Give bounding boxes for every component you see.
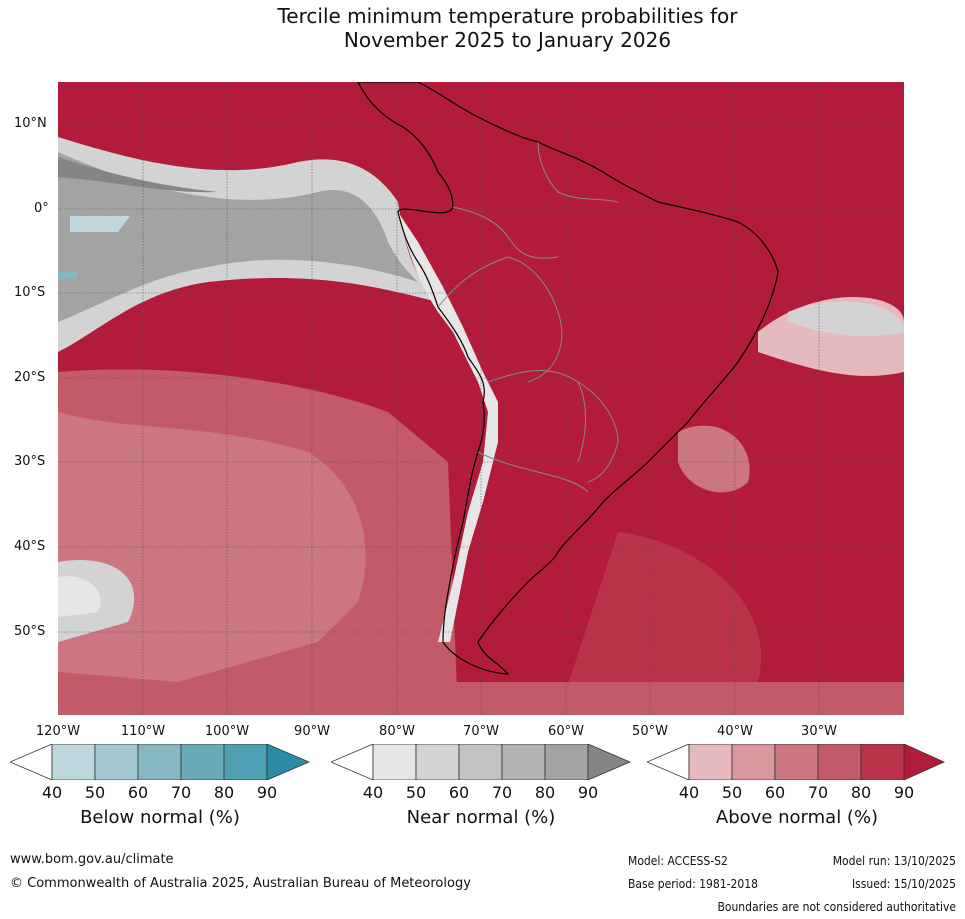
model-text: Model: ACCESS-S2 — [628, 854, 728, 868]
near-normal-pacific-dark — [58, 157, 218, 193]
lon-label-80w: 80°W — [379, 724, 415, 739]
near-tick-60: 60 — [448, 783, 470, 802]
below-normal-patch — [70, 216, 130, 232]
lon-label-110w: 110°W — [120, 724, 166, 739]
chart-title: Tercile minimum temperature probabilitie… — [0, 4, 965, 52]
below-swatch-2 — [94, 743, 139, 781]
lat-label-40s: 40°S — [14, 539, 46, 554]
issued-text: Issued: 15/10/2025 — [851, 877, 956, 891]
title-line-2: November 2025 to January 2026 — [343, 28, 672, 52]
near-normal-atlantic — [788, 301, 904, 337]
colorbar-below — [8, 743, 311, 784]
below-normal-title: Below normal (%) — [80, 807, 240, 828]
below-swatch-3 — [137, 743, 182, 781]
above-tick-40: 40 — [678, 783, 700, 802]
andes-near-normal — [398, 212, 498, 642]
lon-label-50w: 50°W — [632, 724, 668, 739]
above-swatch-4 — [817, 743, 862, 781]
copyright-text: © Commonwealth of Australia 2025, Austra… — [10, 876, 471, 891]
near-tick-80: 80 — [534, 783, 556, 802]
near-tick-40: 40 — [362, 783, 384, 802]
model-run-text: Model run: 13/10/2025 — [832, 854, 956, 868]
above-swatch-1 — [688, 743, 733, 781]
colorbar-above — [645, 743, 947, 784]
below-tick-70: 70 — [170, 783, 192, 802]
colorbar-near — [329, 743, 632, 784]
near-swatch-5 — [544, 743, 589, 781]
lon-label-40w: 40°W — [717, 724, 753, 739]
below-tick-90: 90 — [256, 783, 278, 802]
lat-label-10s: 10°S — [14, 285, 46, 300]
colorbar-above-svg — [645, 743, 945, 781]
lat-label-10n: 10°N — [14, 116, 47, 131]
below-swatch-0 — [8, 743, 53, 781]
lon-label-120w: 120°W — [35, 724, 81, 739]
below-tick-60: 60 — [127, 783, 149, 802]
below-tick-50: 50 — [84, 783, 106, 802]
above-normal-atlantic-south — [558, 532, 762, 715]
near-tick-70: 70 — [491, 783, 513, 802]
near-swatch-4 — [501, 743, 546, 781]
south-america-coastline — [357, 81, 779, 675]
below-tick-80: 80 — [213, 783, 235, 802]
near-normal-sw-light — [58, 576, 101, 617]
near-normal-title: Near normal (%) — [406, 807, 556, 828]
map-svg — [58, 81, 904, 715]
near-swatch-0 — [329, 743, 374, 781]
colorbar-below-svg — [8, 743, 311, 781]
near-tick-50: 50 — [405, 783, 427, 802]
colorbar-near-svg — [329, 743, 632, 781]
above-swatch-3 — [774, 743, 819, 781]
near-swatch-2 — [415, 743, 460, 781]
graticule — [58, 82, 904, 715]
lat-label-0: 0° — [34, 201, 49, 216]
probability-map — [58, 81, 904, 715]
above-tick-80: 80 — [850, 783, 872, 802]
country-borders — [437, 141, 619, 493]
above-normal-title: Above normal (%) — [715, 807, 879, 828]
above-swatch-0 — [645, 743, 690, 781]
below-tick-40: 40 — [41, 783, 63, 802]
above-tick-50: 50 — [721, 783, 743, 802]
lon-label-100w: 100°W — [204, 724, 250, 739]
website-link[interactable]: www.bom.gov.au/climate — [10, 852, 174, 867]
above-tick-90: 90 — [893, 783, 915, 802]
above-normal-atlantic-mid — [678, 425, 750, 493]
near-swatch-1 — [372, 743, 417, 781]
below-normal-patch-2 — [58, 272, 78, 279]
near-swatch-6 — [587, 743, 632, 781]
above-swatch-6 — [903, 743, 945, 781]
lon-label-70w: 70°W — [463, 724, 499, 739]
above-tick-60: 60 — [764, 783, 786, 802]
below-swatch-1 — [51, 743, 96, 781]
lon-label-90w: 90°W — [294, 724, 330, 739]
below-swatch-4 — [180, 743, 225, 781]
above-tick-70: 70 — [807, 783, 829, 802]
below-swatch-5 — [223, 743, 268, 781]
above-swatch-2 — [731, 743, 776, 781]
near-normal-pacific — [58, 152, 418, 322]
below-swatch-6 — [266, 743, 311, 781]
disclaimer-text: Boundaries are not considered authoritat… — [717, 900, 956, 914]
lat-label-50s: 50°S — [14, 624, 46, 639]
near-swatch-3 — [458, 743, 503, 781]
lat-label-30s: 30°S — [14, 454, 46, 469]
base-period-text: Base period: 1981-2018 — [628, 877, 759, 891]
lon-label-30w: 30°W — [801, 724, 837, 739]
title-line-1: Tercile minimum temperature probabilitie… — [277, 4, 738, 28]
lon-label-60w: 60°W — [548, 724, 584, 739]
above-swatch-5 — [860, 743, 905, 781]
near-tick-90: 90 — [577, 783, 599, 802]
lat-label-20s: 20°S — [14, 370, 46, 385]
